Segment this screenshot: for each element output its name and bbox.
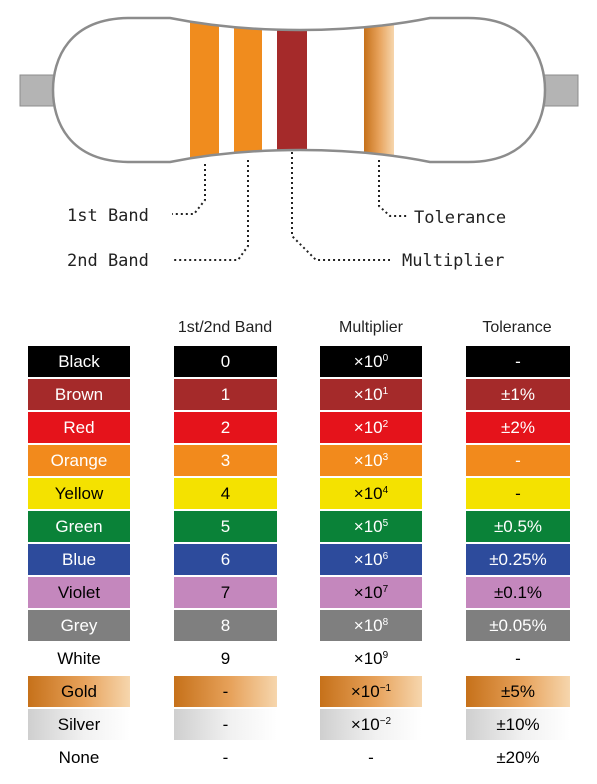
multiplier-cell: ×102	[320, 412, 422, 443]
tolerance-cell: ±0.5%	[466, 511, 570, 542]
digit-cell: 0	[174, 346, 277, 377]
color-name-cell: Violet	[28, 577, 130, 608]
header-band-digit: 1st/2nd Band	[177, 319, 273, 336]
digit-cell: 6	[174, 544, 277, 575]
color-name-cell: Red	[28, 412, 130, 443]
digit-cell: 7	[174, 577, 277, 608]
multiplier-leader	[291, 152, 390, 261]
multiplier-cell: ×101	[320, 379, 422, 410]
color-name-cell: Gold	[28, 676, 130, 707]
color-name-cell: Orange	[28, 445, 130, 476]
digit-cell: 2	[174, 412, 277, 443]
multiplier-cell: ×105	[320, 511, 422, 542]
color-name-cell: Silver	[28, 709, 130, 740]
tolerance-cell: ±0.25%	[466, 544, 570, 575]
digit-cell: 3	[174, 445, 277, 476]
first-band-stripe	[190, 18, 219, 162]
tolerance-cell: ±0.1%	[466, 577, 570, 608]
digit-cell: -	[174, 742, 277, 773]
color-name-cell: Grey	[28, 610, 130, 641]
digit-cell: 9	[174, 643, 277, 674]
digit-cell: 4	[174, 478, 277, 509]
tolerance-stripe	[364, 18, 394, 162]
multiplier-cell: ×108	[320, 610, 422, 641]
tolerance-cell: ±2%	[466, 412, 570, 443]
digit-cell: 1	[174, 379, 277, 410]
tolerance-leader	[378, 160, 408, 217]
color-name-cell: White	[28, 643, 130, 674]
digit-cell: 5	[174, 511, 277, 542]
first-band-leader	[172, 164, 206, 215]
tolerance-cell: -	[466, 445, 570, 476]
color-name-cell: Blue	[28, 544, 130, 575]
color-name-cell: Yellow	[28, 478, 130, 509]
digit-cell: 8	[174, 610, 277, 641]
multiplier-cell: ×10−1	[320, 676, 422, 707]
resistor-diagram: 1st Band 2nd Band Multiplier Tolerance	[19, 16, 579, 271]
multiplier-cell: ×106	[320, 544, 422, 575]
color-name-cell: Green	[28, 511, 130, 542]
header-tolerance: Tolerance	[482, 319, 552, 336]
header-multiplier: Multiplier	[338, 319, 403, 336]
digit-cell: -	[174, 676, 277, 707]
multiplier-cell: ×103	[320, 445, 422, 476]
tolerance-cell: ±1%	[466, 379, 570, 410]
first-band-label: 1st Band	[67, 206, 149, 226]
multiplier-cell: ×10−2	[320, 709, 422, 740]
multiplier-cell: -	[320, 742, 422, 773]
resistor-outline	[51, 16, 547, 164]
color-name-cell: Black	[28, 346, 130, 377]
second-band-stripe	[234, 18, 262, 162]
multiplier-cell: ×109	[320, 643, 422, 674]
multiplier-stripe	[277, 18, 307, 162]
color-name-cell: None	[28, 742, 130, 773]
tolerance-cell: -	[466, 346, 570, 377]
multiplier-cell: ×107	[320, 577, 422, 608]
second-band-label: 2nd Band	[67, 251, 149, 271]
tolerance-cell: ±10%	[466, 709, 570, 740]
tolerance-cell: -	[466, 643, 570, 674]
tolerance-cell: ±20%	[466, 742, 570, 773]
tolerance-label: Tolerance	[414, 208, 506, 228]
digit-cell: -	[174, 709, 277, 740]
tolerance-cell: -	[466, 478, 570, 509]
multiplier-label: Multiplier	[402, 251, 504, 271]
tolerance-cell: ±0.05%	[466, 610, 570, 641]
tolerance-cell: ±5%	[466, 676, 570, 707]
color-name-cell: Brown	[28, 379, 130, 410]
multiplier-cell: ×100	[320, 346, 422, 377]
multiplier-cell: ×104	[320, 478, 422, 509]
second-band-leader	[172, 160, 249, 261]
